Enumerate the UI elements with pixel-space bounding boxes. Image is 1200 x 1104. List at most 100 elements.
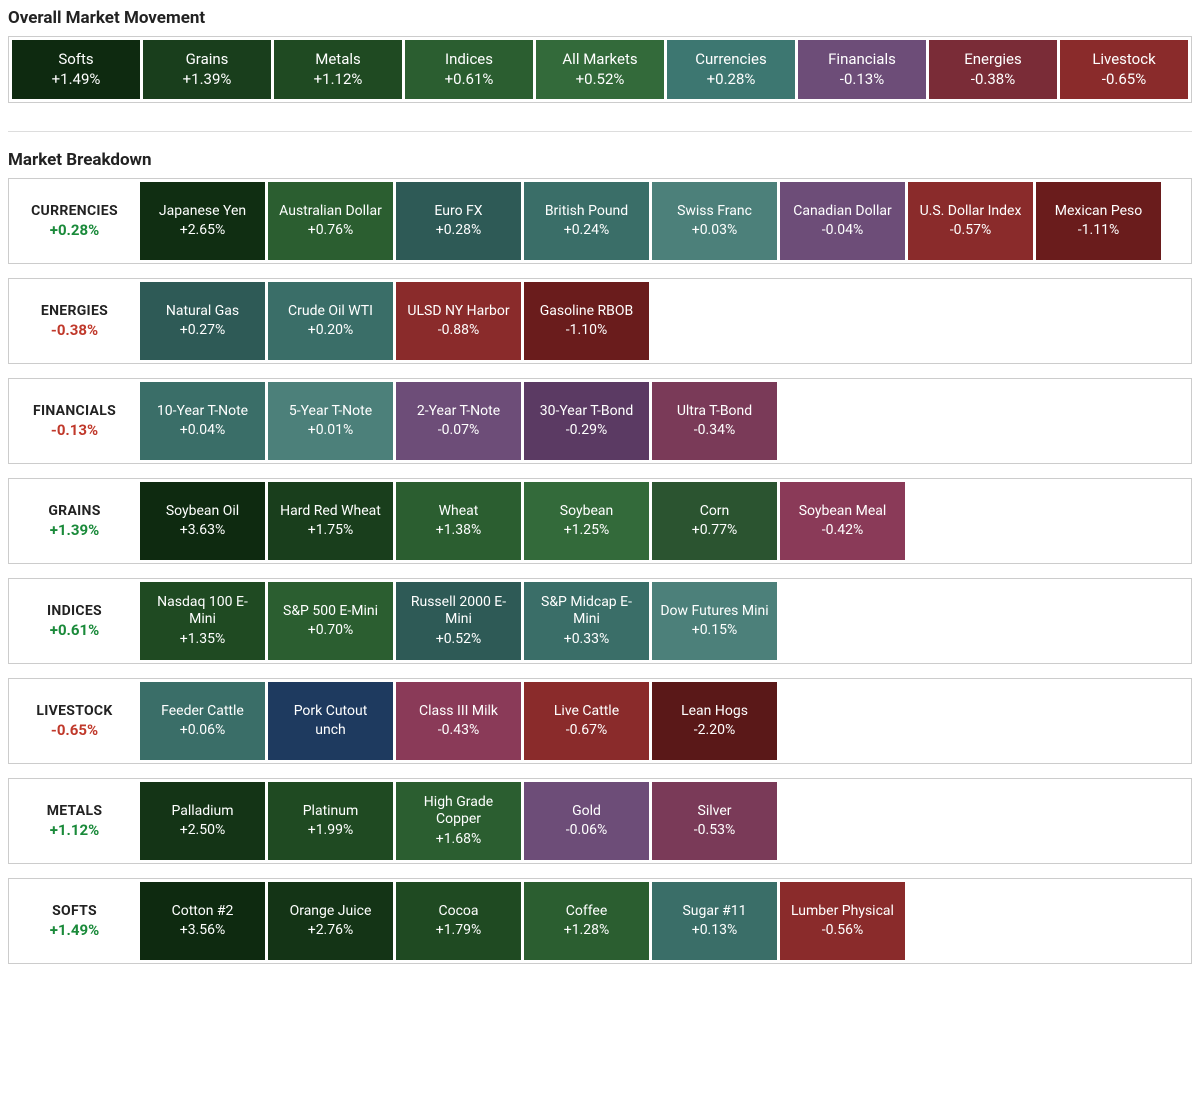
market-item[interactable]: Canadian Dollar-0.04% [780, 182, 905, 260]
item-value: +2.50% [144, 822, 261, 840]
overall-cell-name: Grains [147, 50, 267, 70]
market-item[interactable]: Pork Cutoutunch [268, 682, 393, 760]
market-item[interactable]: Australian Dollar+0.76% [268, 182, 393, 260]
market-item[interactable]: Cotton #2+3.56% [140, 882, 265, 960]
overall-cell-value: -0.38% [933, 70, 1053, 90]
market-item[interactable]: Soybean Meal-0.42% [780, 482, 905, 560]
market-item[interactable]: 10-Year T-Note+0.04% [140, 382, 265, 460]
market-breakdown: CURRENCIES+0.28%Japanese Yen+2.65%Austra… [8, 178, 1192, 964]
overall-cell-value: +1.39% [147, 70, 267, 90]
market-item[interactable]: Corn+0.77% [652, 482, 777, 560]
group-label[interactable]: LIVESTOCK-0.65% [12, 682, 137, 760]
item-name: Russell 2000 E-Mini [400, 594, 517, 629]
item-name: High Grade Copper [400, 794, 517, 829]
item-value: +1.68% [400, 831, 517, 849]
market-item[interactable]: S&P Midcap E-Mini+0.33% [524, 582, 649, 660]
group-label[interactable]: ENERGIES-0.38% [12, 282, 137, 360]
overall-heading: Overall Market Movement [8, 8, 1192, 28]
breakdown-group: LIVESTOCK-0.65%Feeder Cattle+0.06%Pork C… [8, 678, 1192, 764]
overall-market-row: Softs+1.49%Grains+1.39%Metals+1.12%Indic… [8, 36, 1192, 103]
overall-cell[interactable]: Indices+0.61% [405, 40, 533, 99]
group-name: GRAINS [48, 503, 100, 519]
market-item[interactable]: 30-Year T-Bond-0.29% [524, 382, 649, 460]
item-name: Gold [528, 803, 645, 821]
market-item[interactable]: Silver-0.53% [652, 782, 777, 860]
group-label[interactable]: METALS+1.12% [12, 782, 137, 860]
item-value: +0.13% [656, 922, 773, 940]
group-label[interactable]: GRAINS+1.39% [12, 482, 137, 560]
item-name: Soybean [528, 503, 645, 521]
market-item[interactable]: Dow Futures Mini+0.15% [652, 582, 777, 660]
market-item[interactable]: Gold-0.06% [524, 782, 649, 860]
market-item[interactable]: British Pound+0.24% [524, 182, 649, 260]
market-item[interactable]: Lumber Physical-0.56% [780, 882, 905, 960]
group-name: INDICES [47, 603, 102, 619]
market-item[interactable]: ULSD NY Harbor-0.88% [396, 282, 521, 360]
overall-cell-name: Financials [802, 50, 922, 70]
market-item[interactable]: Platinum+1.99% [268, 782, 393, 860]
item-name: S&P Midcap E-Mini [528, 594, 645, 629]
market-item[interactable]: U.S. Dollar Index-0.57% [908, 182, 1033, 260]
item-name: Cocoa [400, 903, 517, 921]
overall-cell[interactable]: Metals+1.12% [274, 40, 402, 99]
market-item[interactable]: Coffee+1.28% [524, 882, 649, 960]
group-label[interactable]: FINANCIALS-0.13% [12, 382, 137, 460]
market-item[interactable]: Cocoa+1.79% [396, 882, 521, 960]
item-name: Natural Gas [144, 303, 261, 321]
item-value: +1.99% [272, 822, 389, 840]
market-item[interactable]: Russell 2000 E-Mini+0.52% [396, 582, 521, 660]
market-item[interactable]: Live Cattle-0.67% [524, 682, 649, 760]
item-name: Live Cattle [528, 703, 645, 721]
market-item[interactable]: Soybean+1.25% [524, 482, 649, 560]
market-item[interactable]: Lean Hogs-2.20% [652, 682, 777, 760]
overall-cell-value: +1.49% [16, 70, 136, 90]
item-name: Cotton #2 [144, 903, 261, 921]
market-item[interactable]: Gasoline RBOB-1.10% [524, 282, 649, 360]
overall-cell[interactable]: Financials-0.13% [798, 40, 926, 99]
market-item[interactable]: Crude Oil WTI+0.20% [268, 282, 393, 360]
item-value: +0.28% [400, 222, 517, 240]
market-item[interactable]: Japanese Yen+2.65% [140, 182, 265, 260]
overall-cell-value: +1.12% [278, 70, 398, 90]
market-item[interactable]: Ultra T-Bond-0.34% [652, 382, 777, 460]
market-item[interactable]: Palladium+2.50% [140, 782, 265, 860]
item-value: +0.70% [272, 622, 389, 640]
group-label[interactable]: CURRENCIES+0.28% [12, 182, 137, 260]
market-item[interactable]: Hard Red Wheat+1.75% [268, 482, 393, 560]
overall-cell[interactable]: Energies-0.38% [929, 40, 1057, 99]
overall-cell[interactable]: Grains+1.39% [143, 40, 271, 99]
group-items: Palladium+2.50%Platinum+1.99%High Grade … [140, 782, 1188, 860]
market-item[interactable]: Feeder Cattle+0.06% [140, 682, 265, 760]
item-value: +0.24% [528, 222, 645, 240]
overall-cell[interactable]: Currencies+0.28% [667, 40, 795, 99]
market-item[interactable]: Nasdaq 100 E-Mini+1.35% [140, 582, 265, 660]
market-item[interactable]: S&P 500 E-Mini+0.70% [268, 582, 393, 660]
market-item[interactable]: Swiss Franc+0.03% [652, 182, 777, 260]
market-item[interactable]: 5-Year T-Note+0.01% [268, 382, 393, 460]
overall-cell[interactable]: Softs+1.49% [12, 40, 140, 99]
market-item[interactable]: Orange Juice+2.76% [268, 882, 393, 960]
item-name: Palladium [144, 803, 261, 821]
market-item[interactable]: High Grade Copper +1.68% [396, 782, 521, 860]
group-value: +1.12% [50, 821, 99, 839]
item-value: +0.15% [656, 622, 773, 640]
overall-cell-name: Metals [278, 50, 398, 70]
market-item[interactable]: Euro FX+0.28% [396, 182, 521, 260]
market-item[interactable]: 2-Year T-Note-0.07% [396, 382, 521, 460]
group-label[interactable]: SOFTS+1.49% [12, 882, 137, 960]
item-value: -0.67% [528, 722, 645, 740]
market-item[interactable]: Natural Gas+0.27% [140, 282, 265, 360]
market-item[interactable]: Mexican Peso-1.11% [1036, 182, 1161, 260]
overall-cell-value: +0.52% [540, 70, 660, 90]
group-items: Nasdaq 100 E-Mini+1.35%S&P 500 E-Mini+0.… [140, 582, 1188, 660]
item-name: Mexican Peso [1040, 203, 1157, 221]
group-label[interactable]: INDICES+0.61% [12, 582, 137, 660]
item-value: +0.06% [144, 722, 261, 740]
overall-cell[interactable]: Livestock-0.65% [1060, 40, 1188, 99]
market-item[interactable]: Class III Milk-0.43% [396, 682, 521, 760]
market-item[interactable]: Soybean Oil+3.63% [140, 482, 265, 560]
item-name: Euro FX [400, 203, 517, 221]
market-item[interactable]: Wheat+1.38% [396, 482, 521, 560]
overall-cell[interactable]: All Markets+0.52% [536, 40, 664, 99]
market-item[interactable]: Sugar #11+0.13% [652, 882, 777, 960]
